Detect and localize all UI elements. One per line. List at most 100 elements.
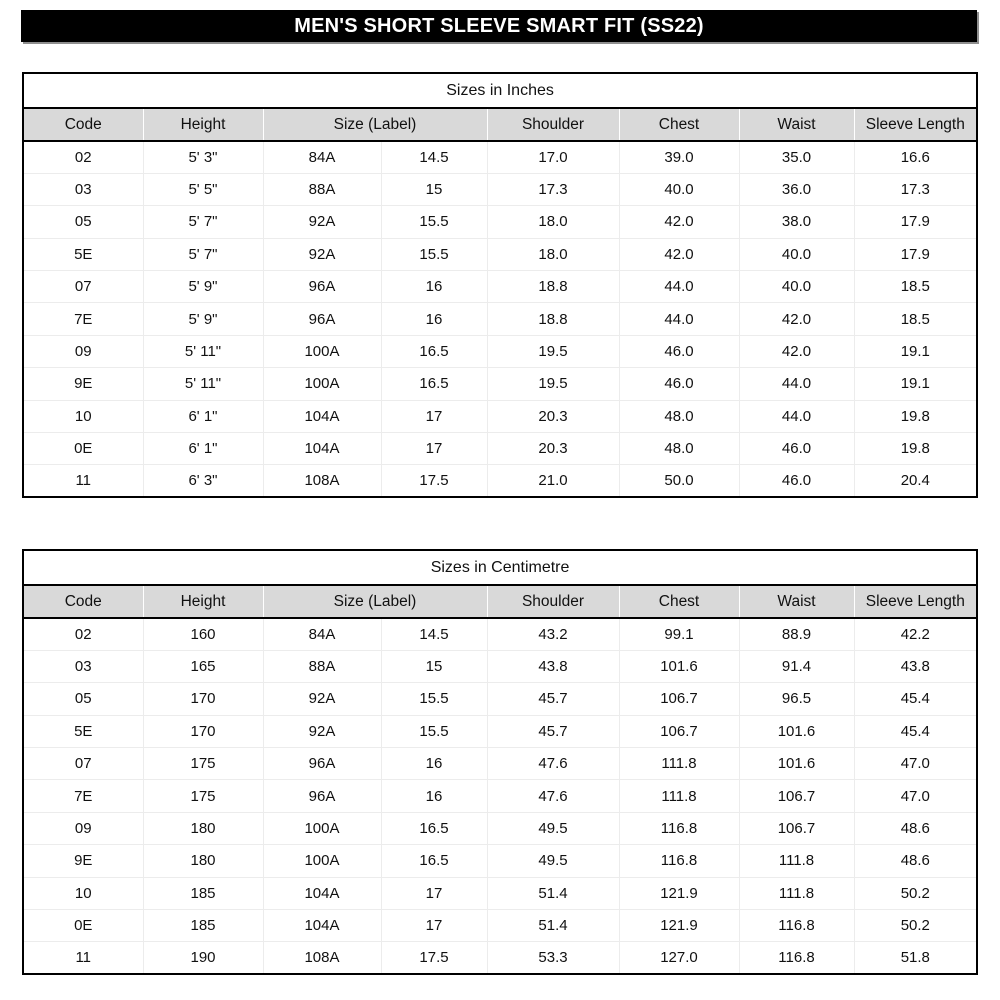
table-cell: 5' 9"	[142, 302, 264, 336]
table-cell: 11	[22, 941, 144, 975]
column-header-shoulder: Shoulder	[487, 107, 620, 142]
table-cell: 18.0	[486, 237, 620, 272]
table-cell: 02	[22, 140, 144, 174]
table-cell: 19.8	[853, 432, 978, 466]
table-row: 03 165 88A 15 43.8 101.6 91.4 43.8	[22, 649, 978, 684]
column-header-code: Code	[23, 107, 144, 142]
table-cell: 96A	[262, 270, 382, 304]
table-row: 5E 170 92A 15.5 45.7 106.7 101.6 45.4	[22, 714, 978, 749]
table-row: 10 185 104A 17 51.4 121.9 111.8 50.2	[22, 876, 978, 911]
table-cell: 46.0	[618, 334, 740, 369]
table-cell: 19.1	[853, 334, 978, 369]
table-cell: 175	[142, 779, 264, 813]
table-caption-row: Sizes in Inches	[23, 73, 978, 108]
table-row: 0E 185 104A 17 51.4 121.9 116.8 50.2	[22, 909, 978, 943]
table-cell: 84A	[262, 617, 382, 651]
table-row: 09 180 100A 16.5 49.5 116.8 106.7 48.6	[22, 811, 978, 846]
table-row: 05 5' 7" 92A 15.5 18.0 42.0 38.0 17.9	[22, 205, 978, 239]
table-cell: 96.5	[738, 682, 855, 716]
table-row: 11 6' 3" 108A 17.5 21.0 50.0 46.0 20.4	[22, 464, 978, 498]
table-cell: 15	[380, 649, 488, 684]
table-cell: 50.2	[853, 876, 978, 911]
table-cell: 106.7	[618, 682, 740, 716]
table-cell: 5' 7"	[142, 205, 264, 239]
table-cell: 101.6	[738, 747, 855, 781]
table-cell: 45.7	[486, 714, 620, 749]
table-cell: 100A	[262, 844, 382, 878]
table-cell: 185	[142, 876, 264, 911]
table-row: 02 160 84A 14.5 43.2 99.1 88.9 42.2	[22, 617, 978, 651]
table-cell: 15	[380, 172, 488, 207]
table-row: 9E 5' 11" 100A 16.5 19.5 46.0 44.0 19.1	[22, 367, 978, 401]
table-cell: 49.5	[486, 844, 620, 878]
table-cell: 180	[142, 811, 264, 846]
table-cell: 39.0	[618, 140, 740, 174]
table-cell: 18.0	[486, 205, 620, 239]
sizes-in-centimetre-table: Sizes in Centimetre Code Height Size (La…	[22, 549, 979, 976]
table-cell: 16	[380, 302, 488, 336]
table-cell: 19.1	[853, 367, 978, 401]
table-cell: 5E	[22, 714, 144, 749]
table-cell: 17.0	[486, 140, 620, 174]
table-cell: 96A	[262, 302, 382, 336]
table-cell: 6' 1"	[142, 432, 264, 466]
table-cell: 17.3	[853, 172, 978, 207]
table-cell: 16	[380, 747, 488, 781]
table-cell: 16.5	[380, 367, 488, 401]
table-cell: 19.5	[486, 334, 620, 369]
table-cell: 40.0	[618, 172, 740, 207]
table-cell: 43.8	[486, 649, 620, 684]
table-cell: 48.0	[618, 399, 740, 434]
table-cell: 190	[142, 941, 264, 975]
table-cell: 36.0	[738, 172, 855, 207]
table-row: 0E 6' 1" 104A 17 20.3 48.0 46.0 19.8	[22, 432, 978, 466]
table-row: 10 6' 1" 104A 17 20.3 48.0 44.0 19.8	[22, 399, 978, 434]
table-cell: 111.8	[738, 876, 855, 911]
table-cell: 44.0	[618, 302, 740, 336]
table-cell: 17	[380, 909, 488, 943]
table-cell: 05	[22, 682, 144, 716]
table-cell: 20.3	[486, 432, 620, 466]
table-cell: 116.8	[618, 811, 740, 846]
column-header-waist: Waist	[739, 584, 855, 619]
table-cell: 100A	[262, 367, 382, 401]
table-cell: 09	[22, 811, 144, 846]
table-cell: 108A	[262, 464, 382, 498]
table-cell: 42.0	[618, 237, 740, 272]
table-cell: 5E	[22, 237, 144, 272]
title-banner: MEN'S SHORT SLEEVE SMART FIT (SS22)	[21, 10, 977, 42]
table-cell: 91.4	[738, 649, 855, 684]
table-cell: 7E	[22, 779, 144, 813]
column-header-waist: Waist	[739, 107, 855, 142]
table-cell: 160	[142, 617, 264, 651]
table-cell: 121.9	[618, 909, 740, 943]
table-cell: 0E	[22, 909, 144, 943]
page-title: MEN'S SHORT SLEEVE SMART FIT (SS22)	[294, 14, 704, 37]
table-cell: 43.2	[486, 617, 620, 651]
sizes-in-inches-table: Sizes in Inches Code Height Size (Label)…	[22, 72, 979, 499]
table-row: 07 175 96A 16 47.6 111.8 101.6 47.0	[22, 747, 978, 781]
table-cell: 51.4	[486, 876, 620, 911]
table-cell: 6' 1"	[142, 399, 264, 434]
inches-table-body: 02 5' 3" 84A 14.5 17.0 39.0 35.0 16.6 03 5' 5" 88A…	[22, 140, 978, 498]
table-cell: 170	[142, 714, 264, 749]
table-cell: 16	[380, 779, 488, 813]
table-cell: 17	[380, 432, 488, 466]
table-cell: 18.8	[486, 302, 620, 336]
table-row: 5E 5' 7" 92A 15.5 18.0 42.0 40.0 17.9	[22, 237, 978, 272]
table-cell: 84A	[262, 140, 382, 174]
table-cell: 42.0	[738, 302, 855, 336]
table-cell: 44.0	[618, 270, 740, 304]
table-cell: 101.6	[618, 649, 740, 684]
table-row: 11 190 108A 17.5 53.3 127.0 116.8 51.8	[22, 941, 978, 975]
table-cell: 88A	[262, 172, 382, 207]
table-cell: 19.5	[486, 367, 620, 401]
table-cell: 42.0	[738, 334, 855, 369]
table-cell: 16.5	[380, 811, 488, 846]
column-header-height: Height	[143, 107, 264, 142]
table-cell: 111.8	[738, 844, 855, 878]
table-cell: 17.5	[380, 464, 488, 498]
table-cell: 18.5	[853, 270, 978, 304]
table-cell: 50.0	[618, 464, 740, 498]
table-cell: 45.4	[853, 714, 978, 749]
